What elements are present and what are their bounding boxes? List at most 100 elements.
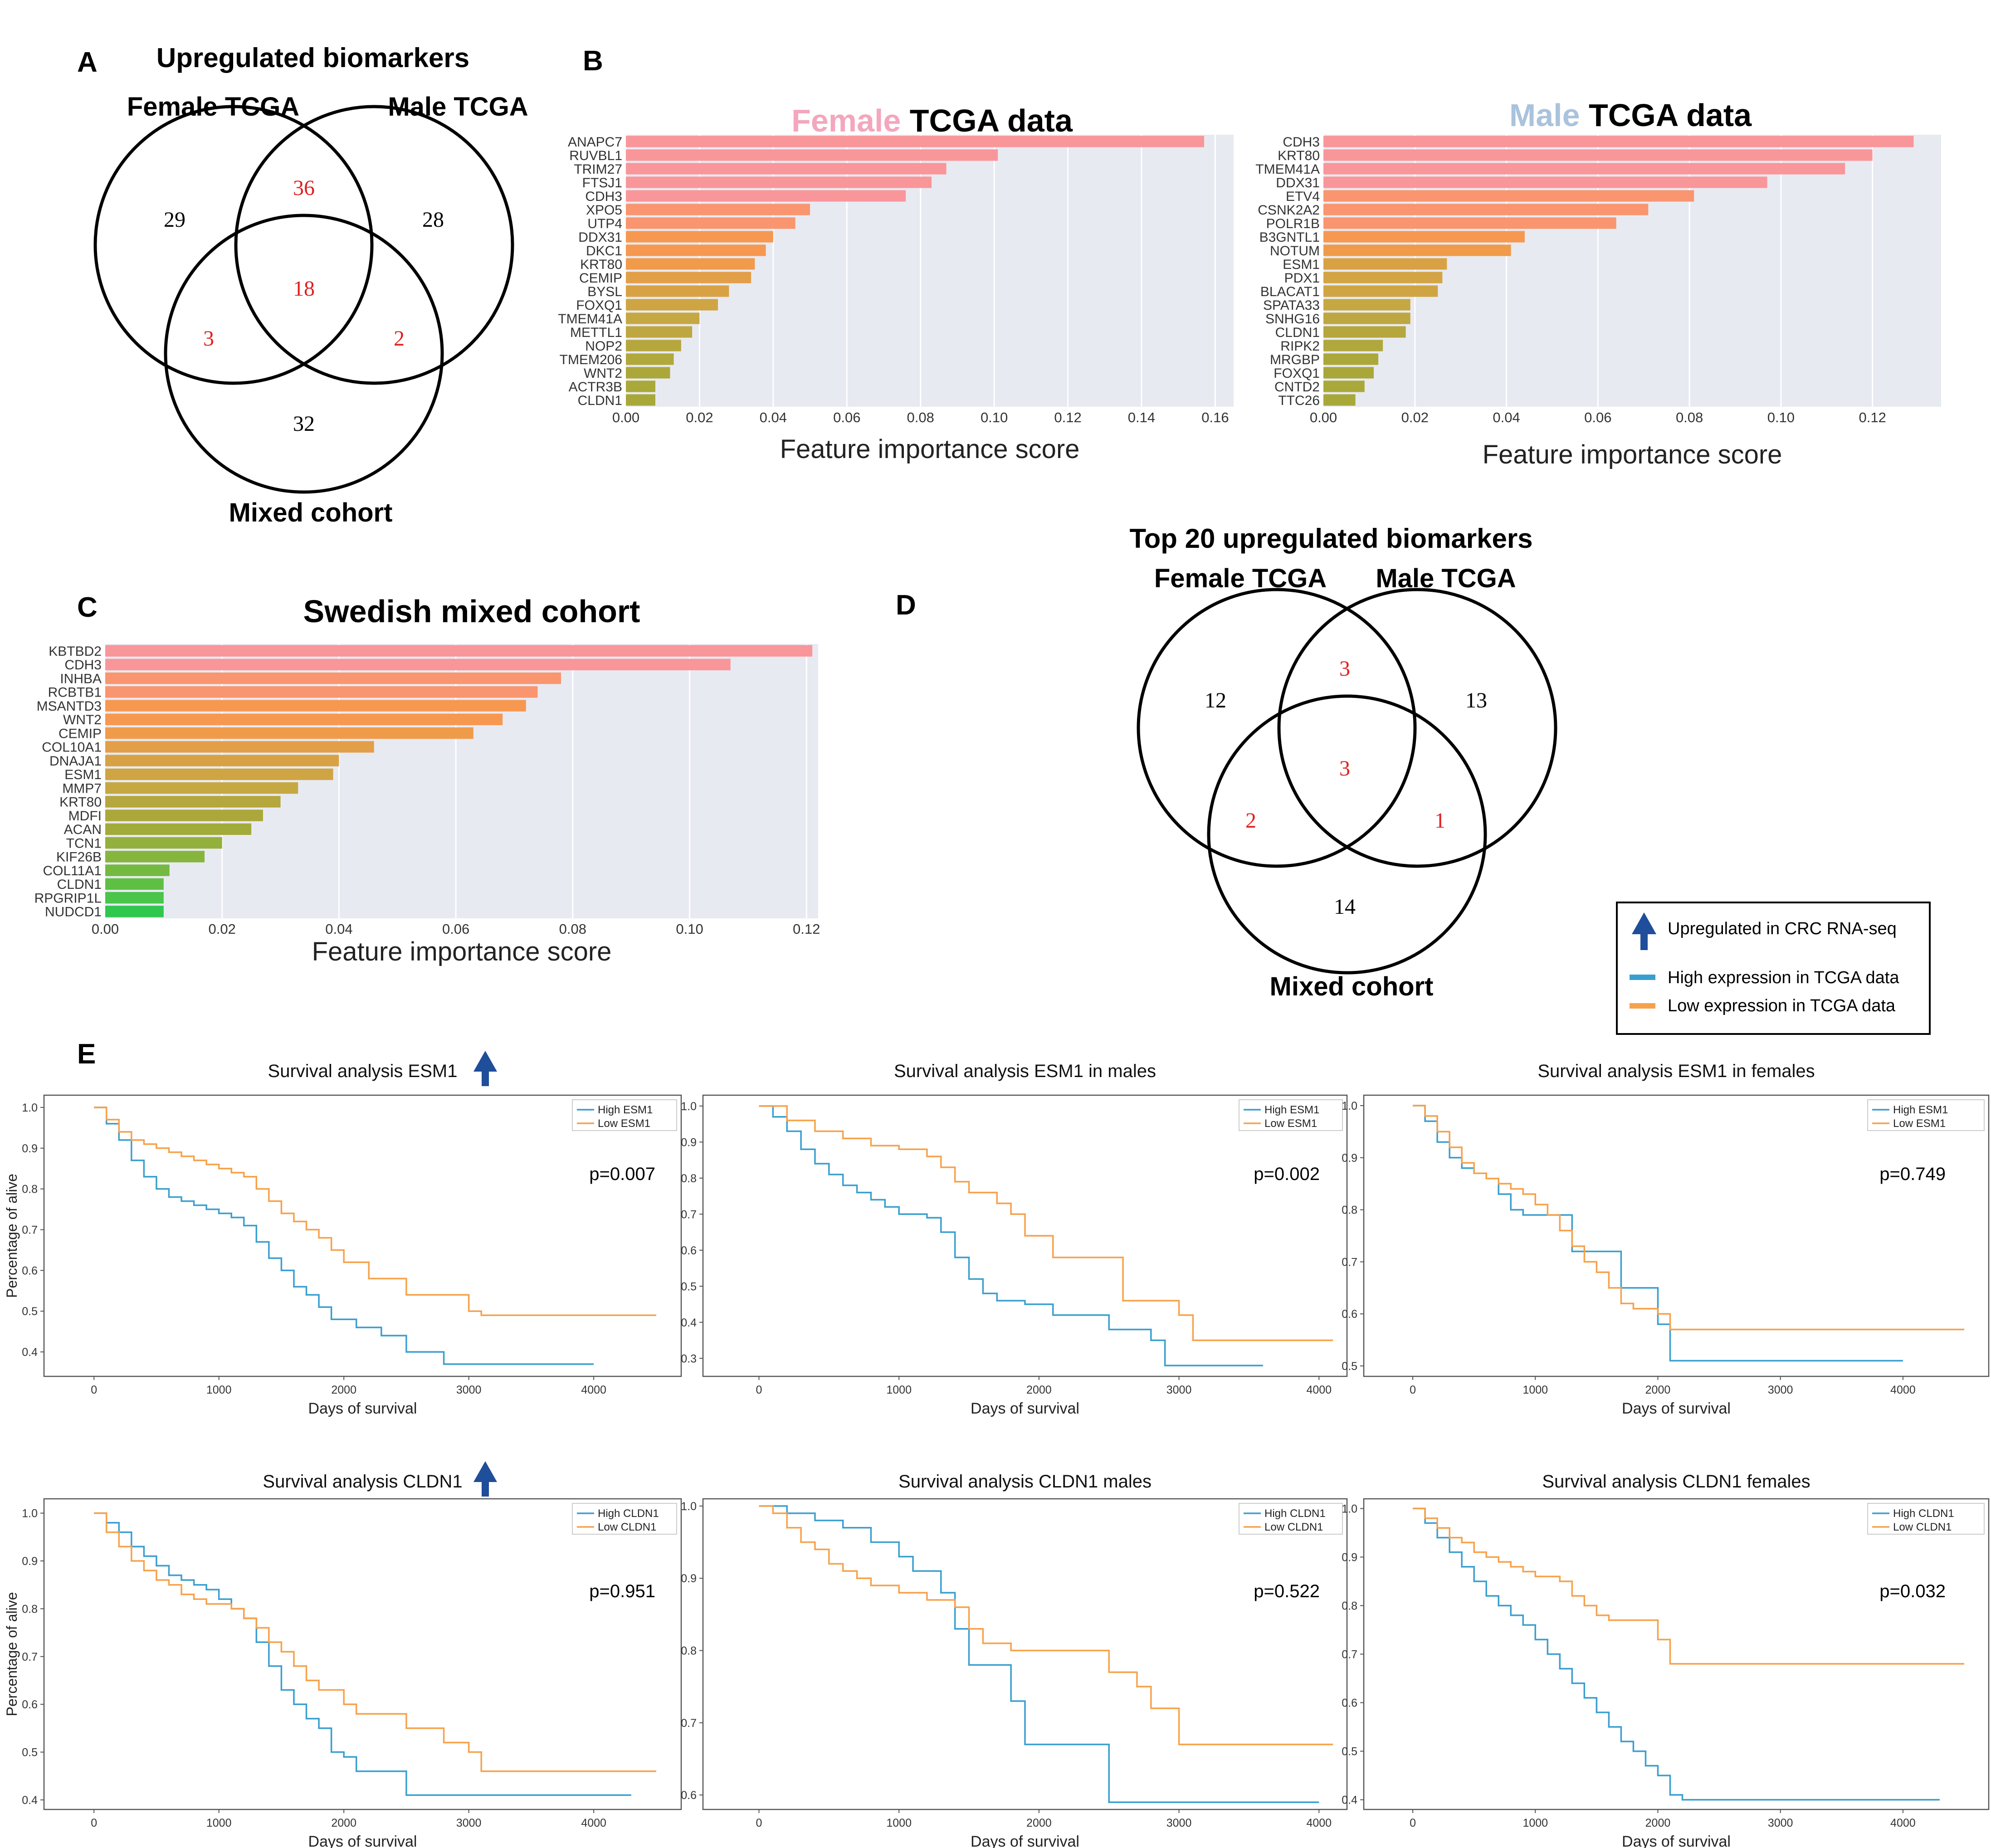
km-x-tick-label: 0 bbox=[1410, 1384, 1416, 1396]
bar-category-label: RIPK2 bbox=[1280, 339, 1320, 354]
km-y-tick-label: 0.9 bbox=[681, 1572, 697, 1585]
bar-category-label: UTP4 bbox=[587, 216, 622, 231]
venn-a-set-label-2: Male TCGA bbox=[388, 92, 528, 122]
bar-krt80 bbox=[626, 258, 755, 270]
venn-d-count-male-mixed: 1 bbox=[1435, 809, 1445, 833]
bar-x-tick-label: 0.16 bbox=[1201, 410, 1229, 425]
venn-a-count-all: 18 bbox=[293, 277, 315, 301]
km-legend-label: Low ESM1 bbox=[598, 1117, 650, 1130]
km-y-tick-label: 0.9 bbox=[22, 1142, 38, 1155]
bar-ddx31 bbox=[626, 231, 773, 243]
bar-anapc7 bbox=[626, 136, 1205, 147]
km-y-tick-label: 0.8 bbox=[1342, 1204, 1357, 1217]
km-y-tick-label: 0.9 bbox=[681, 1136, 697, 1149]
bar-category-label: ACAN bbox=[64, 822, 102, 837]
km-title: Survival analysis ESM1 bbox=[268, 1061, 458, 1081]
venn-a-count-female-mixed: 3 bbox=[203, 327, 214, 351]
venn-d-count-all: 3 bbox=[1339, 756, 1350, 780]
km-y-tick-label: 0.3 bbox=[681, 1352, 697, 1365]
bar-category-label: CLDN1 bbox=[57, 877, 102, 892]
bar-category-label: CNTD2 bbox=[1274, 380, 1320, 395]
km-y-tick-label: 0.9 bbox=[1342, 1551, 1357, 1564]
up-arrow-icon bbox=[1632, 912, 1656, 950]
bar-category-label: KRT80 bbox=[59, 795, 102, 810]
km-cldn1-males: Survival analysis CLDN1 males 0.6 0.7 0.8 0.… bbox=[681, 1472, 1348, 1848]
bar-snhg16 bbox=[1323, 312, 1410, 324]
km-title: Survival analysis ESM1 in males bbox=[894, 1061, 1156, 1081]
km-line-high bbox=[1413, 1507, 1940, 1801]
bar-category-label: DNAJA1 bbox=[49, 754, 102, 769]
bar-esm1 bbox=[1323, 258, 1447, 270]
bar-category-label: TMEM206 bbox=[560, 352, 622, 367]
bar-x-tick-label: 0.06 bbox=[442, 921, 469, 937]
km-legend-label: High ESM1 bbox=[598, 1104, 653, 1116]
bar-category-label: BYSL bbox=[587, 284, 622, 299]
km-plot-frame bbox=[43, 1094, 682, 1377]
bar-rpgrip1l bbox=[105, 892, 164, 904]
km-x-tick-label: 4000 bbox=[581, 1817, 606, 1829]
km-x-tick-label: 2000 bbox=[331, 1817, 356, 1829]
km-x-tick-label: 2000 bbox=[1026, 1817, 1052, 1829]
bar-category-label: DDX31 bbox=[1276, 176, 1320, 190]
km-x-tick-label: 1000 bbox=[1523, 1817, 1548, 1829]
venn-a-count-female-only: 29 bbox=[164, 208, 185, 232]
km-y-tick-label: 0.5 bbox=[1342, 1746, 1357, 1758]
km-x-tick-label: 4000 bbox=[1890, 1384, 1916, 1396]
km-y-tick-label: 1.0 bbox=[1342, 1502, 1357, 1515]
bar-category-label: CDH3 bbox=[64, 658, 102, 673]
km-x-tick-label: 1000 bbox=[1523, 1384, 1548, 1396]
bar-x-tick-label: 0.08 bbox=[907, 410, 934, 425]
bar-x-tick-label: 0.10 bbox=[1767, 410, 1795, 425]
bar-cldn1 bbox=[626, 394, 655, 406]
km-y-tick-label: 1.0 bbox=[22, 1102, 38, 1114]
km-y-tick-label: 1.0 bbox=[22, 1507, 38, 1520]
bar-b3gntl1 bbox=[1323, 231, 1525, 243]
km-legend-box bbox=[572, 1503, 677, 1535]
km-y-tick-label: 0.6 bbox=[681, 1244, 697, 1257]
venn-a-circle-male bbox=[234, 105, 514, 385]
km-x-axis-label: Days of survival bbox=[971, 1833, 1079, 1848]
venn-d-title: Top 20 upregulated biomarkers bbox=[1129, 523, 1532, 554]
bar-x-tick-label: 0.10 bbox=[981, 410, 1008, 425]
panel-c: C Swedish mixed cohort 0.00 0.02 0.04 0.06 0… bbox=[34, 592, 820, 966]
km-legend-label: Low CLDN1 bbox=[1893, 1521, 1952, 1533]
km-esm1-all: Survival analysis ESM1 0.4 0.5 0.6 0.7 0.8 0.9… bbox=[4, 1051, 682, 1417]
bar-category-label: COL11A1 bbox=[43, 863, 102, 878]
km-legend-label: Low CLDN1 bbox=[598, 1521, 656, 1533]
km-x-tick-label: 0 bbox=[756, 1817, 762, 1829]
km-y-tick-label: 0.7 bbox=[1342, 1256, 1357, 1268]
km-x-tick-label: 3000 bbox=[456, 1817, 482, 1829]
panel-b: B Female TCGA data Male TCGA data 0.00 0.… bbox=[558, 45, 1941, 469]
panel-b-letter: B bbox=[583, 45, 603, 77]
km-line-high bbox=[759, 1505, 1319, 1803]
bar-utp4 bbox=[626, 217, 795, 229]
bar-tmem41a bbox=[1323, 163, 1845, 175]
venn-d-circle-male bbox=[1277, 588, 1557, 868]
bar-trim27 bbox=[626, 163, 947, 175]
bar-category-label: DKC1 bbox=[586, 244, 622, 258]
bar-category-label: MMP7 bbox=[62, 781, 102, 796]
km-cldn1-all: Survival analysis CLDN1 0.4 0.5 0.6 0.7 0.8 0.… bbox=[4, 1461, 682, 1848]
bar-actr3b bbox=[626, 380, 655, 392]
bar-col10a1 bbox=[105, 741, 374, 753]
bar-category-label: CDH3 bbox=[1283, 135, 1320, 150]
km-y-tick-label: 0.8 bbox=[1342, 1599, 1357, 1612]
km-esm1-females: Survival analysis ESM1 in females 0.5 0.6 0… bbox=[1342, 1061, 1990, 1417]
bar-x-tick-label: 0.02 bbox=[1401, 410, 1429, 425]
bar-dkc1 bbox=[626, 244, 766, 256]
bar-pdx1 bbox=[1323, 272, 1443, 283]
km-legend-box bbox=[1239, 1503, 1343, 1535]
km-p-value: p=0.522 bbox=[1254, 1581, 1320, 1601]
km-x-tick-label: 3000 bbox=[1768, 1817, 1793, 1829]
bar-kbtbd2 bbox=[105, 645, 813, 657]
bar-esm1 bbox=[105, 768, 333, 780]
bar-xpo5 bbox=[626, 204, 810, 215]
bar-csnk2a2 bbox=[1323, 204, 1649, 215]
km-y-tick-label: 0.8 bbox=[681, 1645, 697, 1658]
bar-x-tick-label: 0.02 bbox=[686, 410, 713, 425]
bar-x-tick-label: 0.06 bbox=[1584, 410, 1611, 425]
km-y-axis-label: Percentage of alive bbox=[4, 1174, 20, 1298]
